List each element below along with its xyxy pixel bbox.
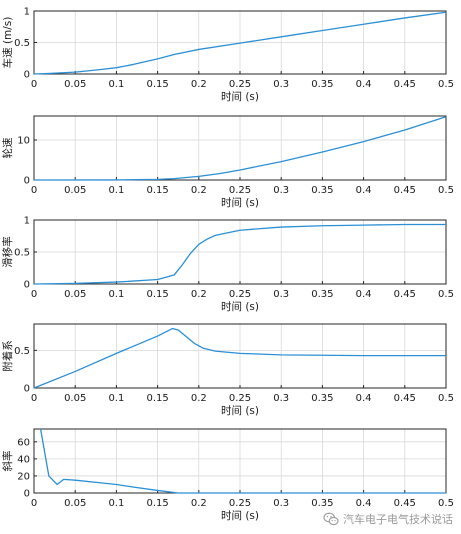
watermark: 汽车电子电气技术说话	[323, 511, 453, 527]
x-tick-label: 0.5	[438, 289, 454, 300]
x-tick-label: 0.05	[64, 498, 86, 509]
x-tick-label: 0.3	[273, 185, 289, 196]
y-tick-label: 0	[24, 489, 30, 500]
x-tick-label: 0.3	[273, 498, 289, 509]
x-tick-label: 0	[31, 79, 37, 90]
x-tick-label: 0.15	[146, 393, 168, 404]
x-tick-label: 0.3	[273, 393, 289, 404]
watermark-text: 汽车电子电气技术说话	[343, 513, 453, 526]
x-tick-label: 0.25	[229, 498, 251, 509]
y-axis-label: 滑移率	[1, 236, 14, 268]
x-tick-label: 0.35	[311, 185, 333, 196]
x-axis-label: 时间 (s)	[221, 90, 259, 103]
x-tick-label: 0.35	[311, 79, 333, 90]
x-tick-label: 0.1	[108, 79, 124, 90]
x-tick-label: 0.25	[229, 185, 251, 196]
x-tick-label: 0.25	[229, 79, 251, 90]
y-tick-label: 0	[24, 176, 30, 187]
y-tick-label: 0.5	[14, 346, 30, 357]
x-tick-label: 0.35	[311, 289, 333, 300]
x-tick-label: 0	[31, 498, 37, 509]
y-axis-label: 斜率	[1, 451, 14, 472]
x-tick-label: 0.45	[394, 79, 416, 90]
x-tick-label: 0.3	[273, 79, 289, 90]
x-tick-label: 0.2	[191, 393, 207, 404]
x-tick-label: 0.5	[438, 185, 454, 196]
x-tick-label: 0.25	[229, 289, 251, 300]
y-tick-label: 20	[17, 471, 30, 482]
x-tick-label: 0.4	[356, 393, 372, 404]
x-tick-label: 0.2	[191, 79, 207, 90]
x-tick-label: 0.5	[438, 498, 454, 509]
y-axis-label: 附着系	[1, 340, 14, 372]
x-tick-label: 0.25	[229, 393, 251, 404]
y-axis-label: 车速 (m/s)	[1, 17, 14, 69]
x-tick-label: 0.4	[356, 289, 372, 300]
x-tick-label: 0.35	[311, 498, 333, 509]
x-tick-label: 0	[31, 289, 37, 300]
x-tick-label: 0.3	[273, 289, 289, 300]
x-axis-label: 时间 (s)	[221, 300, 259, 313]
subplot-1: 0 0.05 0.1 0.15 0.2 0.25 0.3 0.35 0.4 0.45 0.5 0 0.5…	[1, 7, 454, 104]
subplot-2: 0 0.05 0.1 0.15 0.2 0.25 0.3 0.35 0.4 0.45 0.5 0 10 时…	[1, 115, 454, 209]
x-tick-label: 0.45	[394, 289, 416, 300]
x-tick-label: 0.45	[394, 498, 416, 509]
x-axis-label: 时间 (s)	[221, 404, 259, 417]
x-tick-label: 0	[31, 393, 37, 404]
x-tick-label: 0.05	[64, 289, 86, 300]
y-tick-label: 1	[24, 7, 30, 18]
x-tick-label: 0.1	[108, 289, 124, 300]
x-tick-label: 0.4	[356, 498, 372, 509]
series-line-1	[39, 428, 446, 494]
x-tick-label: 0	[31, 185, 37, 196]
x-tick-label: 0.4	[356, 185, 372, 196]
x-tick-label: 0.4	[356, 79, 372, 90]
subplot-4: 0 0.05 0.1 0.15 0.2 0.25 0.3 0.35 0.4 0.45 0.5 0 0.5…	[1, 323, 454, 417]
x-tick-label: 0.2	[191, 498, 207, 509]
x-tick-label: 0.45	[394, 393, 416, 404]
x-tick-label: 0.35	[311, 393, 333, 404]
x-tick-label: 0.05	[64, 393, 86, 404]
series-line-1	[33, 327, 446, 389]
x-tick-label: 0.2	[191, 185, 207, 196]
x-axis-label: 时间 (s)	[221, 196, 259, 209]
x-tick-label: 0.1	[108, 393, 124, 404]
y-tick-label: 0.5	[14, 248, 30, 259]
x-tick-label: 0.5	[438, 79, 454, 90]
x-tick-label: 0.1	[108, 185, 124, 196]
y-axis-label: 轮速	[1, 137, 14, 158]
series-line-1	[33, 116, 447, 181]
x-tick-label: 0.45	[394, 185, 416, 196]
x-tick-label: 0.05	[64, 185, 86, 196]
y-tick-label: 0	[24, 70, 30, 81]
y-tick-label: 1	[24, 216, 30, 227]
x-tick-label: 0.05	[64, 79, 86, 90]
subplot-3: 0 0.05 0.1 0.15 0.2 0.25 0.3 0.35 0.4 0.45 0.5 0 0.5…	[1, 216, 454, 314]
x-tick-label: 0.5	[438, 393, 454, 404]
y-tick-label: 0	[24, 384, 30, 395]
y-tick-label: 60	[17, 437, 30, 448]
x-tick-label: 0.15	[146, 79, 168, 90]
series-line-1	[33, 223, 446, 285]
y-tick-label: 10	[17, 136, 30, 147]
x-tick-label: 0.2	[191, 289, 207, 300]
wechat-icon	[323, 512, 339, 526]
x-axis-label: 时间 (s)	[221, 509, 259, 522]
x-tick-label: 0.15	[146, 498, 168, 509]
x-tick-label: 0.15	[146, 185, 168, 196]
y-tick-label: 0	[24, 280, 30, 291]
x-tick-label: 0.1	[108, 498, 124, 509]
subplot-5: 0 0.05 0.1 0.15 0.2 0.25 0.3 0.35 0.4 0.45 0.5 0 20 4…	[1, 428, 454, 522]
series-line-1	[33, 11, 447, 75]
y-tick-label: 0.5	[14, 38, 30, 49]
x-tick-label: 0.15	[146, 289, 168, 300]
y-tick-label: 40	[17, 454, 30, 465]
